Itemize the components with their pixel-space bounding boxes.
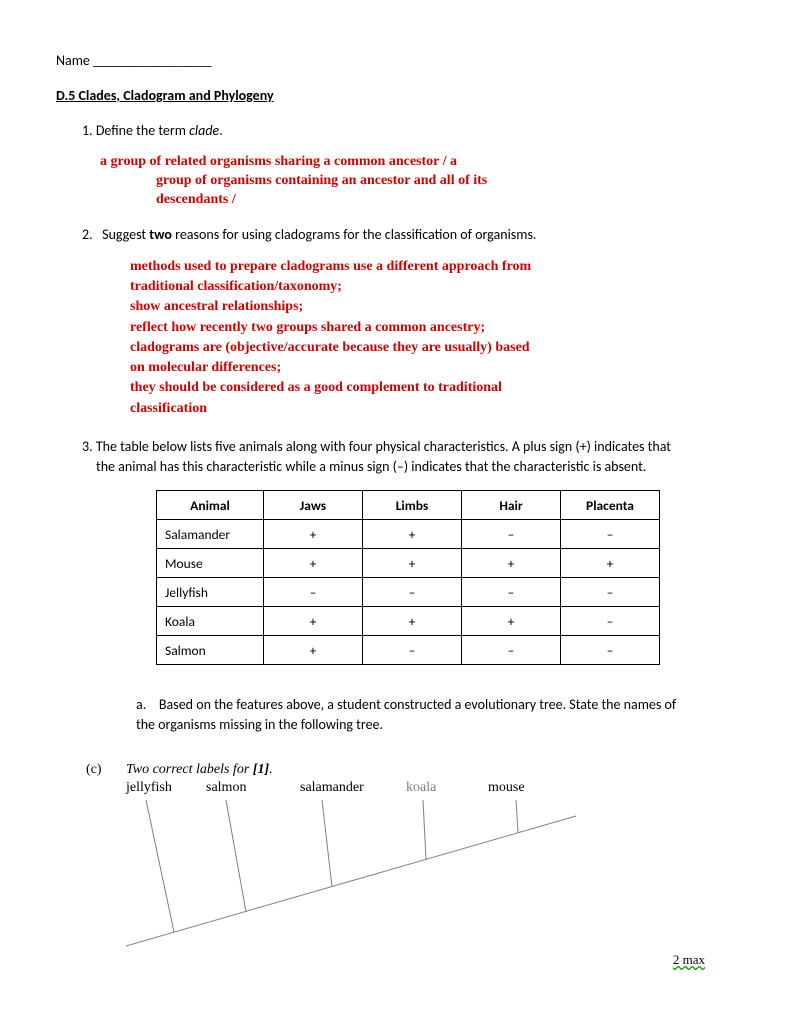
cell: + <box>264 636 363 665</box>
question-2: 2. Suggest two reasons for using cladogr… <box>82 226 735 243</box>
answer-2: methods used to prepare cladograms use a… <box>130 257 735 419</box>
name-field: Name _________________ <box>56 52 735 69</box>
cell: + <box>462 607 561 636</box>
taxon-salmon: salmon <box>206 780 246 796</box>
q2-post: reasons for using cladograms for the cla… <box>172 226 537 243</box>
cell-animal: Jellyfish <box>157 578 264 607</box>
backbone <box>126 816 576 946</box>
cell: – <box>363 578 462 607</box>
taxon-jellyfish: jellyfish <box>126 780 172 796</box>
table-row: Salamander + + – – <box>157 520 660 549</box>
cladogram-label-c: (c) <box>86 762 102 778</box>
ans2-3: reflect how recently two groups shared a… <box>130 320 485 335</box>
cladogram: (c) Two correct labels for [1]. jellyfis… <box>86 762 735 962</box>
branch-4 <box>516 800 518 833</box>
cell-animal: Mouse <box>157 549 264 578</box>
cladogram-tree <box>116 796 636 966</box>
ans2-1: traditional classification/taxonomy; <box>130 279 342 294</box>
table-row: Mouse + + + + <box>157 549 660 578</box>
ans1-line1: a group of related organisms sharing a c… <box>100 154 457 169</box>
th-hair: Hair <box>462 491 561 520</box>
q1-text: Define the term <box>96 122 189 139</box>
cell: + <box>363 607 462 636</box>
taxon-salamander: salamander <box>300 780 364 796</box>
q3-num: 3. <box>82 438 93 455</box>
q2-pre: Suggest <box>102 226 149 243</box>
ctitle-post: . <box>269 762 273 777</box>
ans1-line3: descendants / <box>100 191 735 210</box>
cell: – <box>561 607 660 636</box>
characteristics-table: Animal Jaws Limbs Hair Placenta Salamand… <box>156 490 660 665</box>
th-jaws: Jaws <box>264 491 363 520</box>
table-row: Jellyfish – – – – <box>157 578 660 607</box>
cell: – <box>561 578 660 607</box>
branch-0 <box>146 800 174 932</box>
table-row: Salmon + – – – <box>157 636 660 665</box>
max-marks: 2 max <box>673 952 705 968</box>
ans2-5: on molecular differences; <box>130 360 281 375</box>
taxon-mouse: mouse <box>488 780 525 796</box>
cell: + <box>363 549 462 578</box>
cell: – <box>462 520 561 549</box>
cell-animal: Salmon <box>157 636 264 665</box>
cell: – <box>561 520 660 549</box>
cell: + <box>462 549 561 578</box>
ans2-2: show ancestral relationships; <box>130 299 303 314</box>
cell: – <box>264 578 363 607</box>
cell: – <box>363 636 462 665</box>
question-3a: a. Based on the features above, a studen… <box>136 695 705 734</box>
cell: – <box>462 636 561 665</box>
table-row: Koala + + + – <box>157 607 660 636</box>
ctitle-bold: [1] <box>253 762 269 777</box>
ans2-0: methods used to prepare cladograms use a… <box>130 259 531 274</box>
q1-tail: . <box>219 122 223 139</box>
question-3: 3. The table below lists five animals al… <box>82 437 725 476</box>
ans1-line2: group of organisms containing an ancesto… <box>100 172 735 191</box>
q3a-text2: the organisms missing in the following t… <box>136 716 383 733</box>
q3-text2: the animal has this characteristic while… <box>82 457 725 477</box>
cell: + <box>561 549 660 578</box>
cell-animal: Salamander <box>157 520 264 549</box>
cell: + <box>264 549 363 578</box>
cell: – <box>561 636 660 665</box>
answer-1: a group of related organisms sharing a c… <box>100 153 735 210</box>
th-limbs: Limbs <box>363 491 462 520</box>
branch-2 <box>322 800 332 887</box>
q1-italic: clade <box>189 122 219 139</box>
branch-1 <box>226 800 246 912</box>
th-placenta: Placenta <box>561 491 660 520</box>
q3a-text1: Based on the features above, a student c… <box>159 696 676 713</box>
cell: + <box>264 520 363 549</box>
branch-3 <box>423 800 426 860</box>
q3-text1: The table below lists five animals along… <box>96 438 671 455</box>
q2-bold: two <box>149 226 172 243</box>
cladogram-title: Two correct labels for [1]. <box>126 762 273 778</box>
question-1: 1. Define the term clade. <box>82 122 735 139</box>
th-animal: Animal <box>157 491 264 520</box>
table-header-row: Animal Jaws Limbs Hair Placenta <box>157 491 660 520</box>
q2-num: 2. <box>82 226 93 243</box>
ans2-4: cladograms are (objective/accurate becau… <box>130 340 530 355</box>
cell: + <box>264 607 363 636</box>
q3a-num: a. <box>136 696 146 713</box>
ans2-6: they should be considered as a good comp… <box>130 380 502 395</box>
cell: – <box>462 578 561 607</box>
cell: + <box>363 520 462 549</box>
ctitle-pre: Two correct labels for <box>126 762 253 777</box>
ans2-7: classification <box>130 401 207 416</box>
cell-animal: Koala <box>157 607 264 636</box>
page-title: D.5 Clades, Cladogram and Phylogeny <box>56 87 735 104</box>
taxon-koala: koala <box>406 780 436 796</box>
q1-num: 1. <box>82 122 93 139</box>
